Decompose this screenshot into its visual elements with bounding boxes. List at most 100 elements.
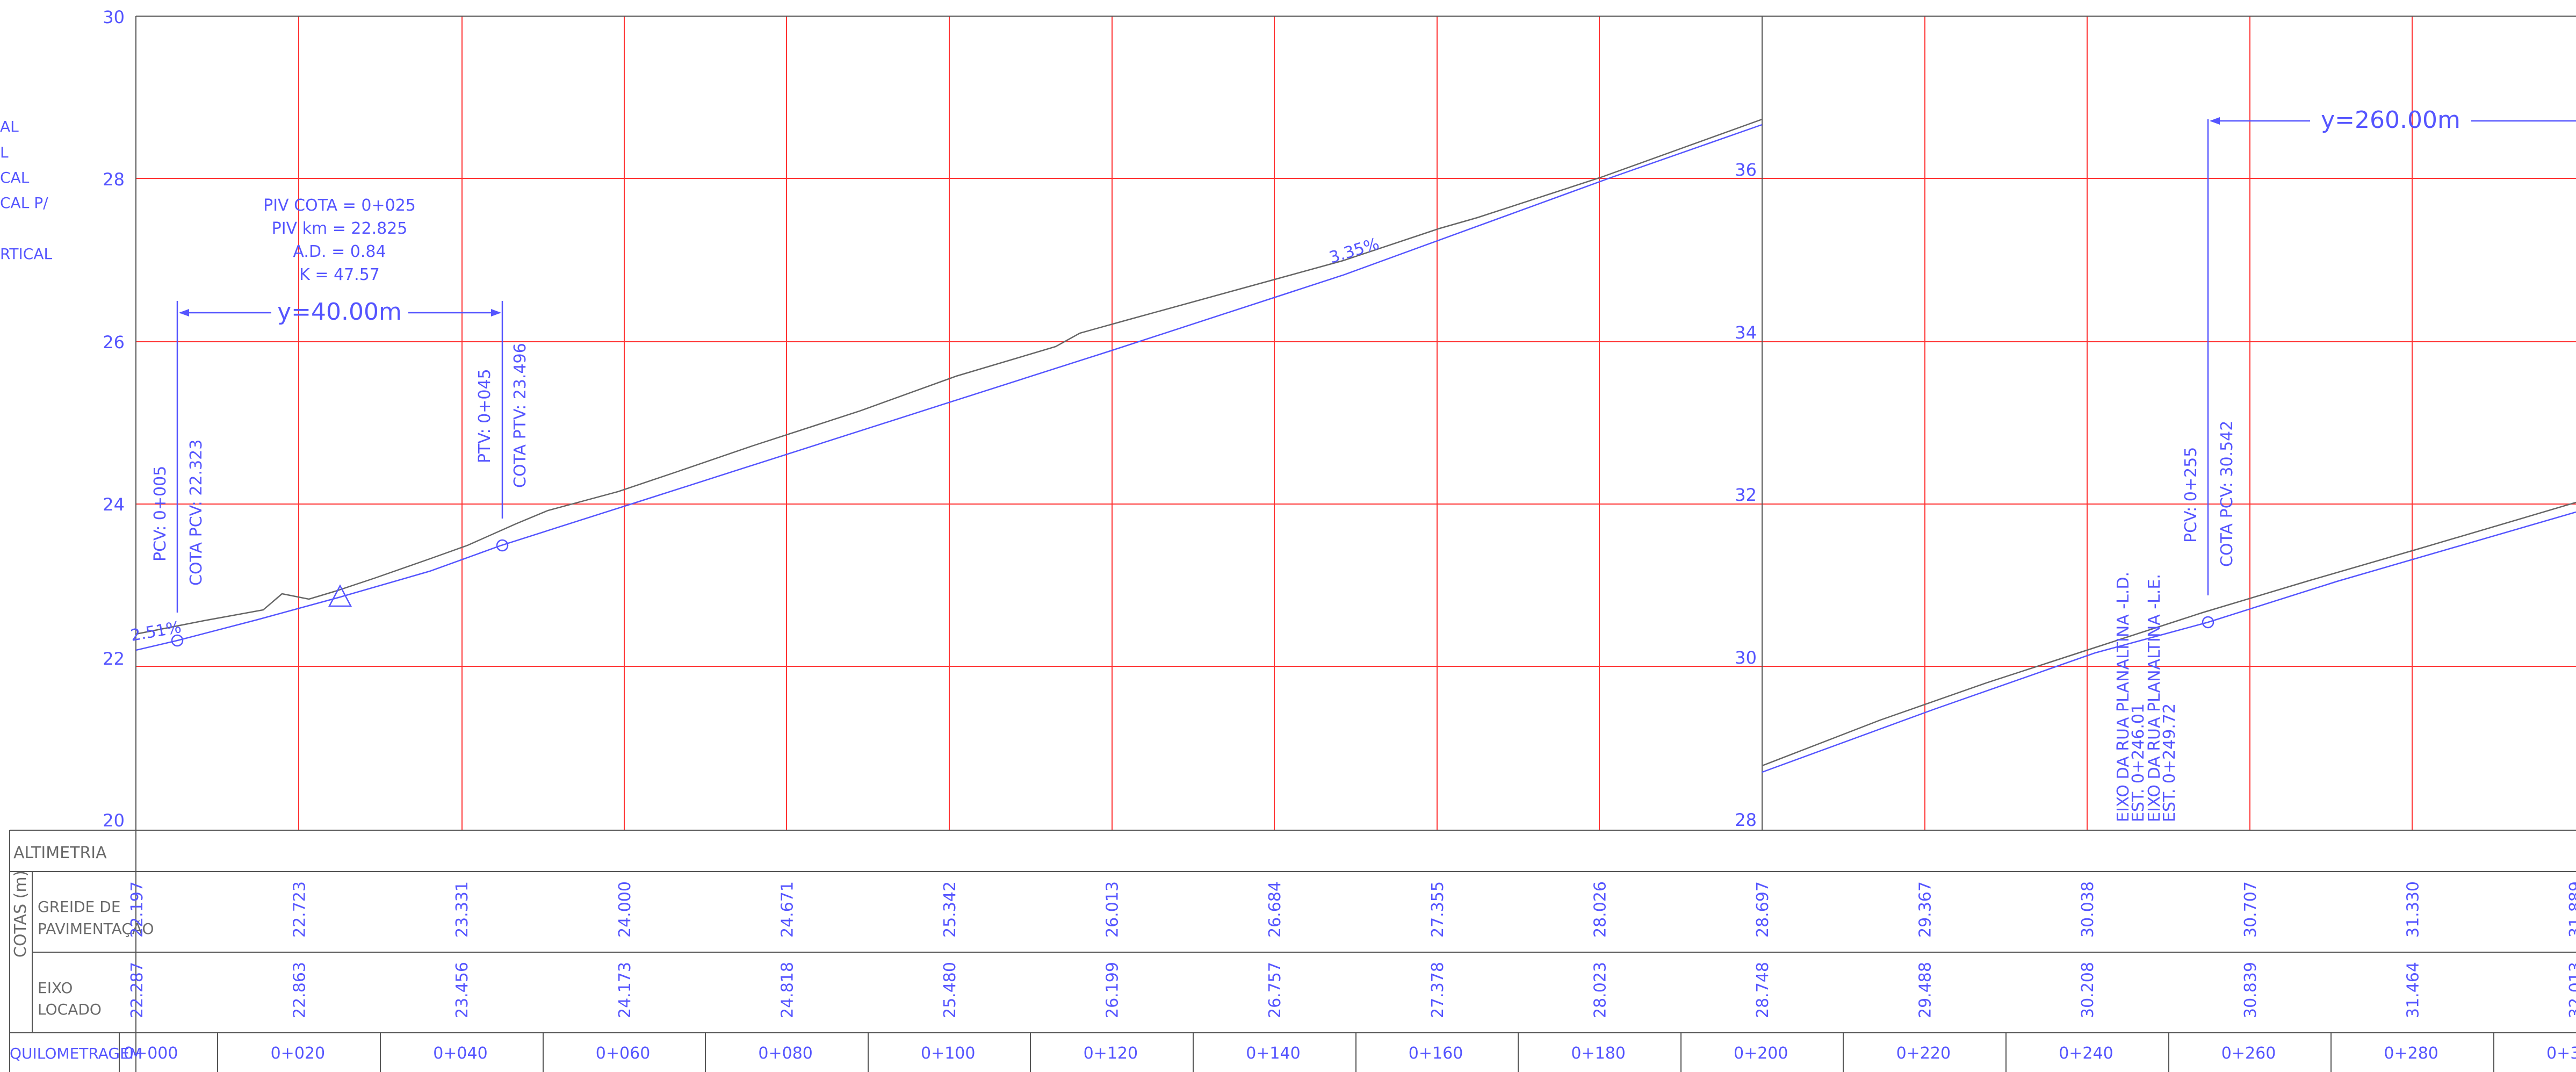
y-tick-label: 28 — [1735, 810, 1757, 830]
station-label: 0+060 — [596, 1044, 650, 1063]
pcv-right-marker — [2202, 119, 2214, 629]
eixo-value: 24.818 — [778, 962, 797, 1018]
greide-value: 22.723 — [291, 881, 309, 938]
piv-km-label: PIV km = 22.825 — [272, 219, 408, 238]
station-label: 0+180 — [1571, 1044, 1625, 1063]
greide-value: 26.013 — [1103, 881, 1122, 938]
y-tick-label: 36 — [1735, 160, 1757, 180]
pcv-right-cota-label: COTA PCV: 30.542 — [2218, 421, 2236, 567]
eixo-values-row: 22.287 22.863 23.456 24.173 24.818 25.480 26.1… — [128, 962, 2576, 1018]
table-row-labels: ALTIMETRIA COTAS (m) GREIDE DE PAVIMENTA… — [11, 844, 154, 1018]
altimetria-label: ALTIMETRIA — [13, 844, 107, 862]
eixo-value: 30.839 — [2241, 962, 2260, 1018]
greide-value: 30.707 — [2241, 881, 2260, 938]
eixo-value: 27.378 — [1428, 962, 1447, 1018]
axis-ld-est-label: EST. 0+246.01 — [2129, 703, 2148, 822]
piv-triangle-marker — [328, 584, 352, 607]
design-grade-line-right — [1762, 511, 2576, 773]
eixo-value: 22.863 — [291, 962, 309, 1018]
station-labels-row: 0+000 0+020 0+040 0+060 0+080 0+100 0+120 0+140… — [124, 1044, 2576, 1063]
right-y-ticks: 36 34 32 30 28 — [1735, 160, 1757, 830]
ptv-station-label: PTV: 0+045 — [475, 369, 494, 463]
terrain-line-right — [1762, 501, 2576, 767]
eixo-value: 24.173 — [616, 962, 634, 1018]
profile-grid — [136, 16, 2576, 830]
station-label: 0+100 — [921, 1044, 975, 1063]
greide-value: 24.000 — [616, 881, 634, 938]
y-tick-label: 20 — [103, 810, 125, 831]
ptv-circle — [496, 539, 509, 552]
pcv-station-label: PCV: 0+005 — [151, 466, 170, 562]
eixo-value: 23.456 — [453, 962, 472, 1018]
y-tick-label: 26 — [103, 332, 125, 352]
pcv-left-marker — [171, 301, 184, 647]
pcv-right-circle — [2202, 616, 2214, 629]
greide-value: 31.330 — [2404, 881, 2422, 938]
station-label: 0+140 — [1246, 1044, 1300, 1063]
dimension-right-arrow — [2210, 117, 2220, 125]
axis-ld-name-label: EIXO DA RUA PLANALTINA -L.D. — [2114, 572, 2133, 822]
station-label: 0+240 — [2059, 1044, 2113, 1063]
station-label: 0+040 — [433, 1044, 487, 1063]
station-label: 0+080 — [758, 1044, 812, 1063]
greide-value: 24.671 — [778, 881, 797, 938]
eixo-label-2: LOCADO — [38, 1001, 102, 1018]
piv-ad-label: A.D. = 0.84 — [293, 242, 386, 261]
greide-value: 31.889 — [2566, 881, 2576, 938]
y-tick-label: 30 — [1735, 647, 1757, 668]
terrain-line-left — [135, 118, 1763, 635]
pcv-right-station-label: PCV: 0+255 — [2182, 447, 2200, 543]
station-label: 0+160 — [1409, 1044, 1463, 1063]
station-label: 0+260 — [2221, 1044, 2276, 1063]
y-dimension-left — [179, 309, 501, 316]
profile-frame — [135, 16, 2576, 1072]
legend-fragment-2: L — [0, 143, 9, 161]
greide-value: 29.367 — [1916, 881, 1935, 938]
axis-le-name-label: EIXO DA RUA PLANALTINA -L.E. — [2145, 574, 2164, 822]
eixo-value: 28.023 — [1591, 962, 1610, 1018]
station-label: 0+200 — [1734, 1044, 1788, 1063]
greide-label-2: PAVIMENTAÇÃO — [38, 920, 154, 938]
greide-value: 30.038 — [2079, 881, 2097, 938]
pcv-circle — [171, 634, 184, 647]
eixo-value: 28.748 — [1754, 962, 1772, 1018]
legend-fragments: AL L CAL CAL P/ RTICAL — [0, 118, 52, 263]
design-grade-line-left — [135, 124, 1763, 651]
station-label: 0+120 — [1084, 1044, 1138, 1063]
station-label: 0+280 — [2384, 1044, 2438, 1063]
piv-k-label: K = 47.57 — [299, 265, 380, 284]
data-table-frame — [9, 830, 2576, 1072]
ptv-left-marker — [496, 301, 509, 552]
greide-value: 28.697 — [1754, 881, 1772, 938]
y-dimension-right — [2210, 117, 2576, 125]
eixo-value: 22.287 — [128, 962, 147, 1018]
legend-fragment-5: RTICAL — [0, 245, 52, 263]
greide-label-1: GREIDE DE — [38, 898, 121, 916]
right-vertical-labels: PCV: 0+255 COTA PCV: 30.542 EIXO DA RUA … — [2114, 421, 2236, 822]
greide-value: 26.684 — [1266, 881, 1285, 938]
station-label: 0+220 — [1896, 1044, 1951, 1063]
piv-cota-label: PIV COTA = 0+025 — [263, 196, 416, 215]
ptv-cota-label: COTA PTV: 23.496 — [511, 343, 530, 488]
station-label: 0+000 — [124, 1044, 178, 1063]
eixo-value: 25.480 — [941, 962, 959, 1018]
station-label: 0+300 — [2546, 1044, 2576, 1063]
greide-value: 22.197 — [128, 881, 147, 938]
quilometragem-label: QUILOMETRAGEM — [10, 1045, 142, 1062]
y-tick-label: 34 — [1735, 322, 1757, 343]
y-tick-label: 28 — [103, 169, 125, 190]
dimension-arrow-left — [179, 309, 189, 316]
station-label: 0+020 — [271, 1044, 325, 1063]
y-dimension-label-left: y=40.00m — [277, 298, 402, 326]
axis-le-est-label: EST. 0+249.72 — [2160, 703, 2179, 822]
y-tick-label: 22 — [103, 649, 125, 669]
eixo-value: 31.464 — [2404, 962, 2422, 1018]
eixo-value: 30.208 — [2079, 962, 2097, 1018]
legend-fragment-4: CAL P/ — [0, 194, 48, 212]
legend-fragment-1: AL — [0, 118, 19, 135]
y-dimension-label-right: y=260.00m — [2321, 106, 2460, 134]
eixo-value: 26.199 — [1103, 962, 1122, 1018]
y-tick-label: 32 — [1735, 485, 1757, 505]
eixo-label-1: EIXO — [38, 979, 73, 997]
